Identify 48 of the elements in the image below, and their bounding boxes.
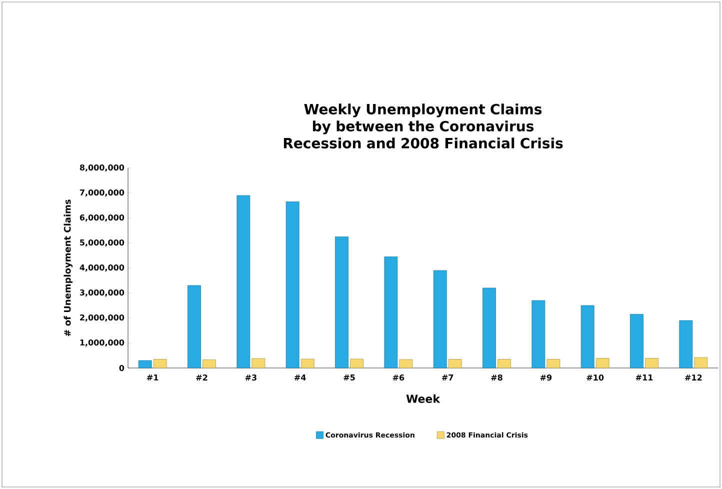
bar: [188, 285, 201, 368]
bar: [596, 358, 610, 368]
y-tick-label: 5,000,000: [80, 239, 124, 247]
y-tick-label: 7,000,000: [80, 189, 124, 197]
bar: [433, 270, 447, 368]
x-tick-label: #1: [147, 374, 158, 380]
bar: [252, 358, 266, 368]
x-tick-label: #9: [540, 374, 552, 381]
x-tick-label: #4: [294, 374, 306, 380]
bar: [286, 202, 300, 368]
bar: [482, 288, 496, 368]
bar: [335, 236, 348, 368]
x-tick-label: #8: [491, 374, 502, 381]
bar: [546, 359, 560, 368]
bar: [645, 358, 658, 368]
bar: [580, 305, 594, 368]
bar: [532, 300, 546, 368]
x-tick-label: #10: [586, 374, 604, 381]
bar: [384, 256, 398, 368]
y-tick-label: 0: [119, 364, 124, 372]
x-tick-label: #2: [196, 374, 208, 380]
bar: [399, 359, 413, 368]
chart-title: Weekly Unemployment Claims by between the Coronavirus Recession and 2008 Financial Crisis: [284, 104, 563, 148]
x-tick-label: #12: [685, 374, 702, 380]
bar: [153, 359, 167, 368]
x-tick-label: #7: [442, 374, 454, 380]
y-axis-title: # of Unemployment Claims: [64, 200, 73, 336]
y-tick-label: 4,000,000: [80, 264, 124, 272]
bar: [300, 358, 314, 368]
bar: [350, 358, 364, 368]
x-tick-label: #11: [636, 374, 653, 380]
x-tick-label: #5: [344, 374, 355, 380]
bar: [448, 359, 462, 368]
y-tick-label: 8,000,000: [80, 164, 124, 172]
bar: [202, 360, 216, 368]
bar: [630, 314, 644, 368]
x-tick-label: #6: [392, 374, 404, 381]
bar: [236, 195, 250, 368]
y-tick-label: 1,000,000: [80, 339, 124, 347]
bar: [679, 320, 693, 368]
bar: [498, 359, 511, 368]
bar: [694, 357, 708, 368]
y-tick-label: 6,000,000: [80, 214, 124, 222]
y-tick-label: 2,000,000: [80, 314, 124, 322]
x-tick-label: #3: [245, 374, 256, 381]
bar: [138, 360, 152, 368]
y-tick-label: 3,000,000: [80, 289, 124, 297]
x-axis-title: Week: [406, 394, 440, 403]
